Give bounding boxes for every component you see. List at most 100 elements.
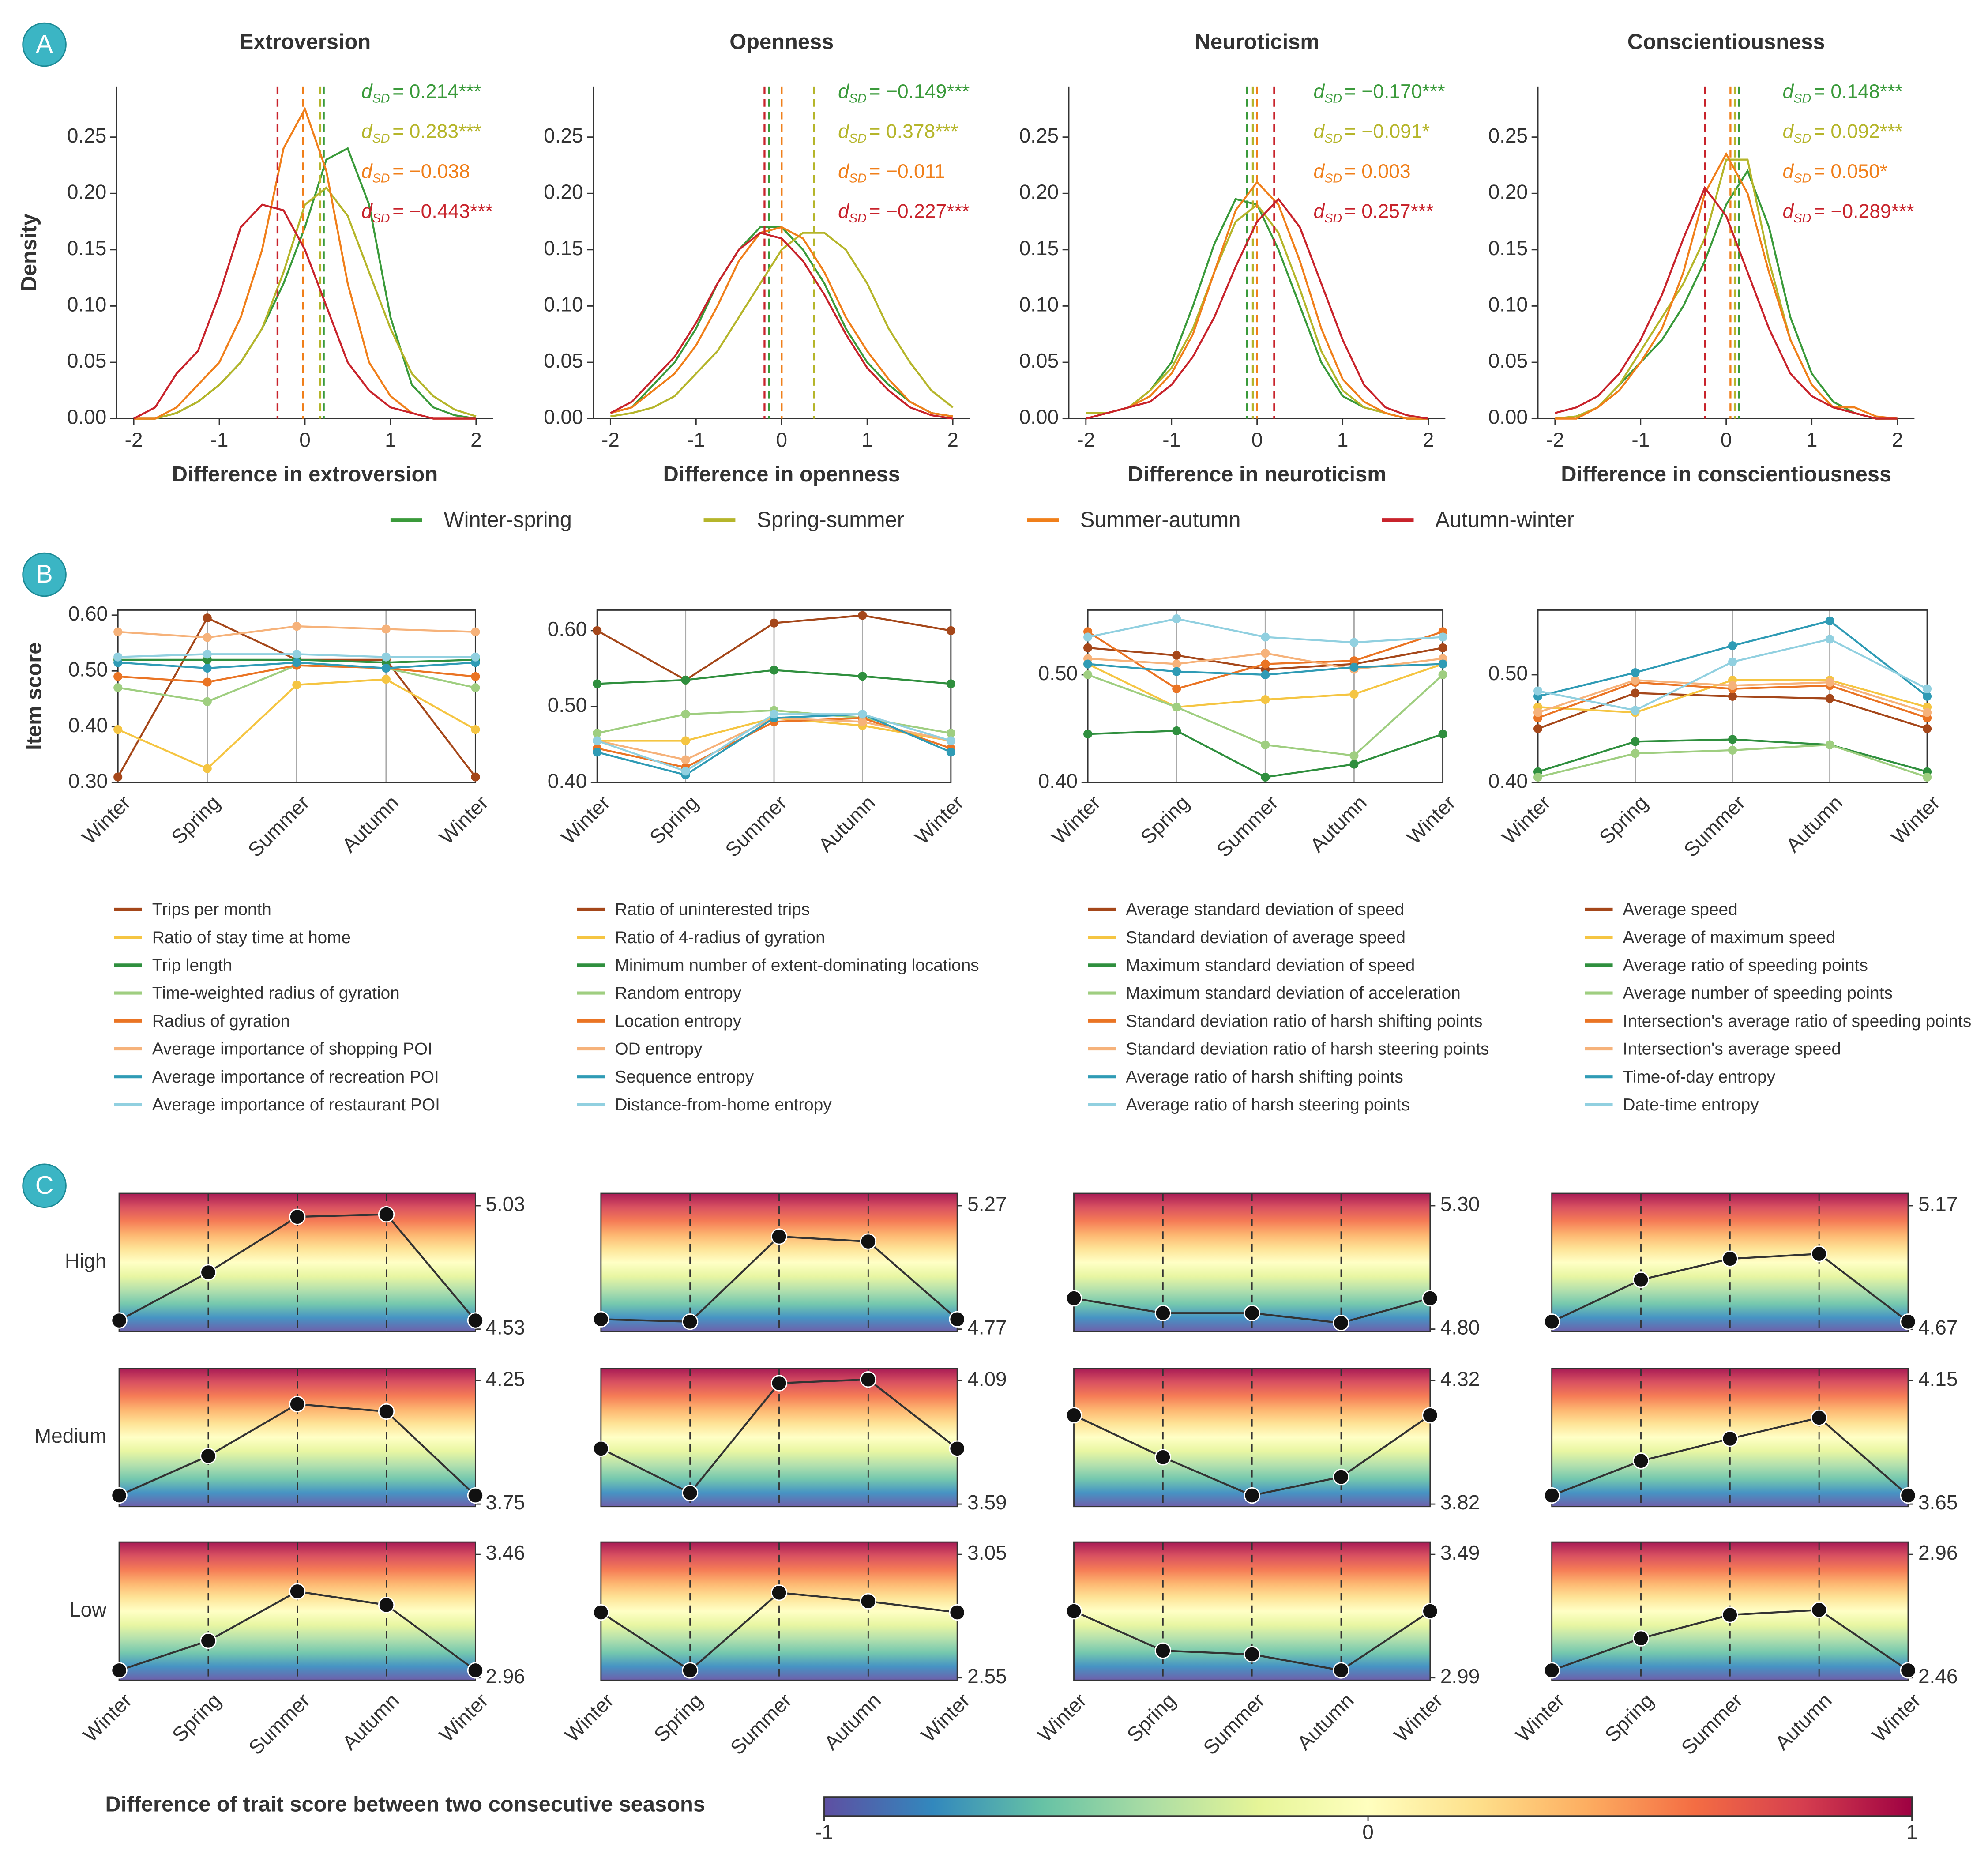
point	[381, 624, 391, 634]
x-tick-label: -1	[1631, 428, 1650, 451]
point	[1721, 1250, 1739, 1267]
annotation: dSD = 0.257***	[1314, 200, 1434, 225]
point	[200, 1264, 217, 1281]
x-tick-label: 2	[1423, 428, 1434, 451]
point	[381, 652, 391, 662]
x-tick-label: Summer	[1676, 1689, 1747, 1759]
y-tick-label: 0.10	[544, 293, 583, 316]
point	[1728, 657, 1737, 666]
y-tick-label: 5.30	[1440, 1192, 1480, 1215]
annotation: dSD = 0.003	[1314, 161, 1411, 185]
stat-subscript: SD	[1793, 211, 1811, 226]
x-tick-label: Autumn	[819, 1689, 885, 1754]
y-tick-label: 0.25	[67, 124, 106, 147]
point	[1261, 659, 1270, 669]
point	[682, 1313, 699, 1330]
x-tick-label: 0	[299, 428, 311, 451]
point	[471, 725, 480, 734]
x-axis-label: Difference in conscientiousness	[1561, 463, 1891, 486]
x-tick-label: -1	[1162, 428, 1180, 451]
x-tick-label: Spring	[1122, 1689, 1180, 1746]
background-band	[1341, 1193, 1430, 1332]
x-axis-label: Difference in openness	[663, 463, 900, 486]
point	[1728, 745, 1737, 755]
legend-label: Average importance of recreation POI	[152, 1068, 439, 1087]
y-tick-label: 0.20	[67, 180, 106, 203]
y-tick-label: 0.00	[544, 406, 583, 429]
stat-subscript: SD	[1793, 171, 1811, 185]
x-tick-label: Summer	[1212, 791, 1282, 861]
y-tick-label: 4.15	[1918, 1368, 1958, 1391]
point	[1923, 692, 1932, 701]
point	[1632, 1271, 1650, 1288]
y-tick-label: 5.03	[485, 1192, 525, 1215]
background-band	[601, 1542, 690, 1681]
point	[1438, 670, 1447, 680]
x-tick-label: 1	[385, 428, 396, 451]
point	[769, 710, 779, 719]
point	[1172, 659, 1181, 669]
chart-title: Conscientiousness	[1627, 30, 1825, 54]
point	[378, 1403, 395, 1420]
background-band	[208, 1542, 297, 1681]
point	[770, 1375, 788, 1392]
annotation: dSD = −0.289***	[1783, 200, 1914, 225]
density-line	[1555, 186, 1898, 420]
legend-label: Average of maximum speed	[1623, 928, 1836, 947]
point	[593, 1440, 609, 1457]
y-tick-label: 0.00	[1019, 406, 1059, 429]
point	[1333, 1314, 1349, 1331]
x-tick-label: Spring	[1600, 1689, 1658, 1746]
chart-title: Extroversion	[239, 30, 371, 54]
y-tick-label: 0.25	[544, 124, 583, 147]
point	[681, 755, 690, 764]
x-tick-label: Winter	[910, 791, 968, 849]
y-tick-label: 0.25	[1488, 124, 1528, 147]
density-line	[133, 203, 476, 420]
point	[1811, 1409, 1827, 1426]
stat-symbol: d	[361, 200, 373, 222]
point	[1349, 638, 1359, 647]
x-tick-label: Winter	[556, 791, 614, 849]
legend-label: Location entropy	[615, 1012, 741, 1031]
point	[1811, 1245, 1827, 1262]
point	[1261, 649, 1270, 658]
y-tick-label: 0.05	[1488, 349, 1528, 372]
annotation: dSD = −0.170***	[1314, 81, 1445, 105]
point	[1923, 684, 1932, 693]
stat-value: = 0.257***	[1345, 200, 1434, 222]
point	[289, 1208, 306, 1225]
y-tick-label: 4.53	[485, 1316, 525, 1339]
background-band	[1252, 1368, 1342, 1507]
stat-value: = −0.289***	[1814, 200, 1914, 222]
background-band	[779, 1193, 868, 1332]
point	[1632, 1452, 1650, 1469]
y-tick-label: 0.00	[67, 406, 106, 429]
y-tick-label: 0.15	[1488, 237, 1528, 260]
y-tick-label: 0.40	[1038, 769, 1078, 792]
y-tick-label: 0.60	[548, 617, 587, 640]
point	[1261, 772, 1270, 782]
point	[682, 1662, 699, 1679]
plot-frame	[600, 1368, 958, 1508]
point	[1631, 676, 1640, 685]
y-axis-label: Density	[17, 214, 41, 291]
point	[1172, 703, 1181, 712]
y-tick-label: 0.25	[1019, 124, 1059, 147]
x-tick-label: -2	[601, 428, 620, 451]
x-tick-label: 1	[1806, 428, 1818, 451]
x-tick-label: Spring	[650, 1689, 707, 1746]
annotation: dSD = −0.149***	[838, 81, 970, 105]
y-tick-label: 0.50	[1488, 662, 1528, 685]
legend-label: Average ratio of speeding points	[1623, 956, 1868, 975]
point	[289, 1395, 306, 1413]
point	[860, 1233, 877, 1250]
background-band	[1341, 1542, 1430, 1681]
background-band	[1163, 1368, 1252, 1507]
point	[1065, 1407, 1082, 1424]
point	[203, 613, 212, 623]
legend-label: Standard deviation ratio of harsh steeri…	[1126, 1040, 1489, 1059]
y-tick-label: 0.50	[1038, 662, 1078, 685]
point	[113, 683, 123, 692]
point	[113, 627, 123, 636]
